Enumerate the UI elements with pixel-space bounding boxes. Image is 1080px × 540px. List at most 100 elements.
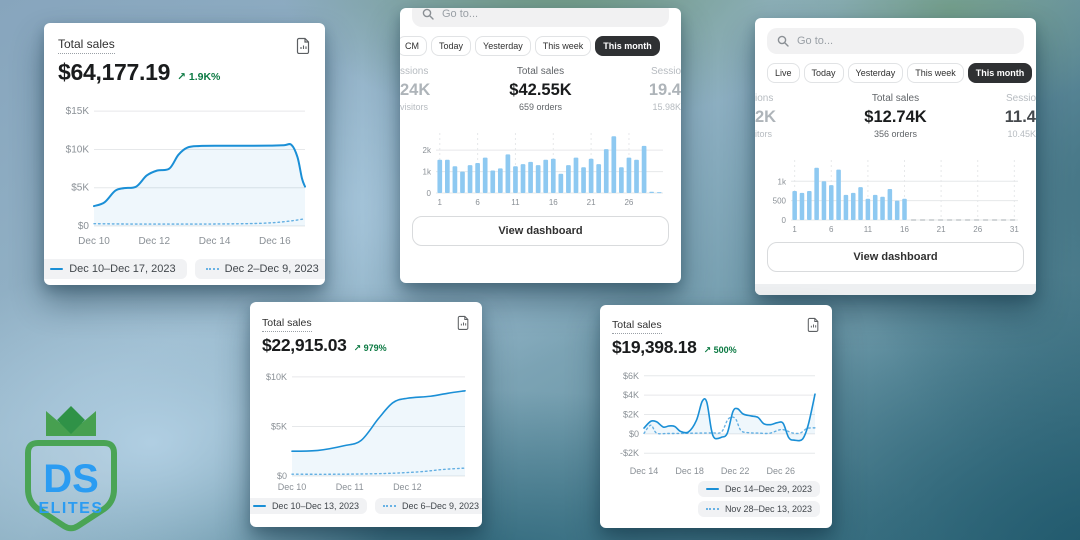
svg-text:31: 31 <box>1010 225 1019 234</box>
legend-chip-current[interactable]: Dec 10–Dec 13, 2023 <box>250 498 367 514</box>
search-icon <box>777 35 789 47</box>
sales-line-chart: $15K $10K $5K $0 Dec 10 Dec 12 Dec 14 Dec 16 <box>58 96 311 251</box>
metric-value: $19,398.18 <box>612 337 697 357</box>
svg-text:0: 0 <box>427 189 432 198</box>
metric-title: Total sales <box>58 37 115 54</box>
logo-text-elites: ELITES <box>38 500 103 517</box>
tab-this-week[interactable]: This week <box>907 63 964 83</box>
svg-text:$2K: $2K <box>623 410 639 420</box>
legend-chip-previous[interactable]: Nov 28–Dec 13, 2023 <box>697 501 820 517</box>
dotted-line-glyph <box>205 268 219 270</box>
svg-text:Dec 10: Dec 10 <box>278 482 307 492</box>
orders-bar-chart: 2k 1k 0 1 6 11 16 21 26 <box>412 125 669 207</box>
svg-text:Dec 18: Dec 18 <box>675 466 704 476</box>
svg-text:$15K: $15K <box>66 106 90 117</box>
widget-header: Total sales $22,915.03 ↗ 979% <box>262 313 470 356</box>
tab-this-month[interactable]: This month <box>595 36 660 56</box>
tab-today[interactable]: Today <box>803 63 844 83</box>
legend-chip-current[interactable]: Dec 10–Dec 17, 2023 <box>44 259 187 279</box>
svg-text:16: 16 <box>900 225 909 234</box>
dotted-line-glyph <box>705 508 719 510</box>
delta-badge: ↗ 979% <box>353 343 387 353</box>
sales-line-chart: $10K $5K $0 Dec 10 Dec 11 Dec 12 <box>262 364 470 492</box>
svg-text:Dec 11: Dec 11 <box>336 482 364 492</box>
sessions-metric-right-partial: Sessio 11.4 10.45K <box>1004 93 1036 139</box>
trend-up-arrow-icon: ↗ <box>703 345 712 355</box>
svg-text:Dec 12: Dec 12 <box>393 482 422 492</box>
tab-live[interactable]: Live <box>767 63 800 83</box>
svg-text:11: 11 <box>511 198 520 207</box>
search-placeholder: Go to... <box>797 35 834 47</box>
solid-line-glyph <box>252 505 266 507</box>
card-footer-strip <box>755 284 1036 295</box>
search-input[interactable]: Go to... <box>412 8 669 27</box>
metrics-row: ions 2K itors Total sales $12.74K 356 or… <box>755 92 1036 148</box>
svg-text:$4K: $4K <box>623 390 639 400</box>
svg-text:26: 26 <box>973 225 982 234</box>
svg-text:500: 500 <box>773 197 787 206</box>
solid-line-glyph <box>705 488 719 490</box>
metric-value: $64,177.19 <box>58 59 171 85</box>
logo-text-ds: DS <box>43 457 99 501</box>
svg-text:$5K: $5K <box>71 183 89 194</box>
svg-text:Dec 14: Dec 14 <box>199 236 231 246</box>
total-sales-widget-1: Total sales $64,177.19 ↗ 1.9K% $15K $10K $… <box>44 23 325 285</box>
svg-text:26: 26 <box>624 198 633 207</box>
legend-chip-previous[interactable]: Dec 2–Dec 9, 2023 <box>194 259 325 279</box>
sales-line-chart: $6K $4K $2K $0 -$2K Dec 14 Dec 18 Dec 22 Dec 26 <box>612 364 820 476</box>
svg-text:$10K: $10K <box>266 372 287 382</box>
tab-cm[interactable]: CM <box>400 36 427 56</box>
sessions-metric-partial: ions 2K itors <box>755 93 777 139</box>
month-dashboard-widget-1: Go to... CM Today Yesterday This week Th… <box>400 8 681 283</box>
svg-text:Dec 26: Dec 26 <box>767 466 796 476</box>
metric-title: Total sales <box>262 317 312 332</box>
tab-yesterday[interactable]: Yesterday <box>847 63 904 83</box>
metric-value: $22,915.03 <box>262 335 347 355</box>
delta-badge: ↗ 500% <box>703 345 737 355</box>
widget-header: Total sales $64,177.19 ↗ 1.9K% <box>58 35 311 86</box>
svg-text:2k: 2k <box>423 146 432 155</box>
date-range-tabs: CM Today Yesterday This week This month <box>400 36 669 56</box>
svg-text:Dec 16: Dec 16 <box>259 236 291 246</box>
report-icon[interactable] <box>296 37 311 54</box>
ds-elites-logo: DS ELITES <box>25 406 117 532</box>
svg-text:$0: $0 <box>277 471 287 481</box>
report-icon[interactable] <box>457 315 470 330</box>
svg-text:$0: $0 <box>78 221 90 232</box>
svg-text:$10K: $10K <box>66 144 90 155</box>
trend-up-arrow-icon: ↗ <box>177 71 186 83</box>
svg-text:6: 6 <box>475 198 480 207</box>
report-icon[interactable] <box>807 317 820 332</box>
svg-text:0: 0 <box>782 216 787 225</box>
month-dashboard-widget-2: Go to... Live Today Yesterday This week … <box>755 18 1036 295</box>
metric-title: Total sales <box>612 319 662 334</box>
svg-text:$5K: $5K <box>271 421 287 431</box>
view-dashboard-button[interactable]: View dashboard <box>412 216 669 246</box>
svg-text:21: 21 <box>587 198 596 207</box>
svg-text:1k: 1k <box>778 177 787 186</box>
orders-bar-chart: 1k 500 0 1 6 11 16 21 26 31 <box>767 152 1024 234</box>
sessions-metric-partial: ssions 24K visitors <box>400 66 431 112</box>
svg-text:-$2K: -$2K <box>620 448 639 458</box>
delta-badge: ↗ 1.9K% <box>177 71 221 83</box>
tab-this-month[interactable]: This month <box>967 63 1033 83</box>
total-sales-widget-2: Total sales $22,915.03 ↗ 979% $10K $5K $0 D… <box>250 302 482 527</box>
legend-chip-previous[interactable]: Dec 6–Dec 9, 2023 <box>375 498 482 514</box>
svg-text:1k: 1k <box>423 168 432 177</box>
sessions-metric-right-partial: Sessio 19.4 15.98K <box>648 66 681 112</box>
svg-text:Dec 12: Dec 12 <box>138 236 170 246</box>
solid-line-glyph <box>50 268 64 270</box>
svg-text:Dec 10: Dec 10 <box>78 236 110 246</box>
dotted-line-glyph <box>383 505 396 507</box>
widget-header: Total sales $19,398.18 ↗ 500% <box>612 315 820 358</box>
date-range-tabs: Live Today Yesterday This week This mont… <box>767 63 1033 83</box>
legend-chip-current[interactable]: Dec 14–Dec 29, 2023 <box>697 481 820 497</box>
tab-this-week[interactable]: This week <box>534 36 592 56</box>
search-input[interactable]: Go to... <box>767 28 1024 54</box>
svg-text:1: 1 <box>438 198 443 207</box>
svg-text:6: 6 <box>829 225 834 234</box>
trend-up-arrow-icon: ↗ <box>353 343 362 353</box>
tab-yesterday[interactable]: Yesterday <box>475 36 531 56</box>
view-dashboard-button[interactable]: View dashboard <box>767 242 1024 272</box>
tab-today[interactable]: Today <box>431 36 472 56</box>
